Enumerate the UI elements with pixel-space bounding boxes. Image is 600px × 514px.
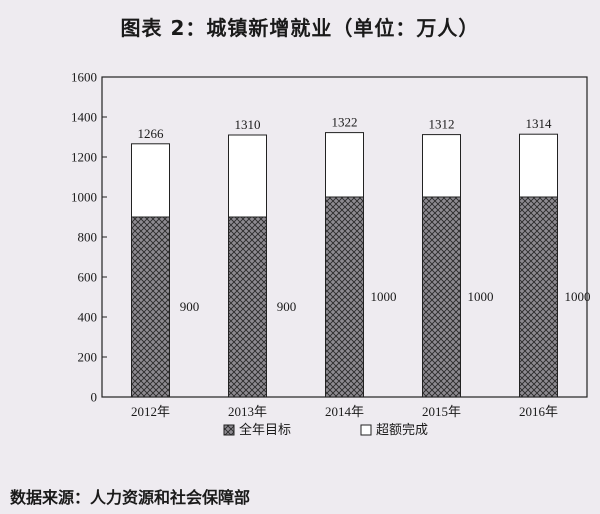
x-tick-label: 2015年	[422, 404, 461, 419]
bar-completed	[131, 143, 170, 218]
x-tick-label: 2012年	[131, 404, 170, 419]
total-label: 1312	[429, 117, 455, 132]
data-source: 数据来源：人力资源和社会保障部	[10, 488, 251, 507]
bar-completed	[228, 134, 267, 218]
bars: 1266 900 1310 900 1322 1000 1312 1000 1314 1000	[131, 115, 591, 398]
bar-target	[422, 196, 461, 398]
y-tick-label: 600	[78, 270, 98, 285]
bar-target	[325, 196, 364, 398]
x-tick-label: 2013年	[228, 404, 267, 419]
y-tick-label: 200	[78, 350, 98, 365]
target-label: 1000	[371, 289, 397, 304]
target-label: 900	[277, 299, 297, 314]
target-label: 1000	[468, 289, 494, 304]
total-label: 1310	[235, 117, 261, 132]
legend-label-target: 全年目标	[239, 422, 291, 438]
bar-target	[131, 216, 170, 398]
y-tick-label: 1600	[71, 70, 97, 85]
y-tick-label: 1400	[71, 110, 97, 125]
y-tick-label: 800	[78, 230, 98, 245]
x-tick-label: 2014年	[325, 404, 364, 419]
chart-title: 图表 2：城镇新增就业（单位：万人）	[120, 16, 480, 40]
bar-chart: 0 200 400 600 800 1000 1200 1400 1600 1266 900 131…	[71, 70, 591, 439]
total-label: 1266	[138, 126, 165, 141]
bar-completed	[422, 134, 461, 198]
y-tick-label: 1200	[71, 150, 97, 165]
x-tick-label: 2016年	[519, 404, 558, 419]
legend-swatch-target	[223, 424, 235, 436]
y-axis: 0 200 400 600 800 1000 1200 1400 1600	[71, 70, 107, 405]
y-tick-label: 400	[78, 310, 98, 325]
y-tick-label: 0	[91, 390, 98, 405]
legend: 全年目标 超额完成	[223, 422, 428, 438]
total-label: 1314	[526, 116, 553, 131]
bar-completed	[325, 132, 364, 198]
x-axis: 2012年 2013年 2014年 2015年 2016年	[131, 404, 558, 419]
y-tick-label: 1000	[71, 190, 97, 205]
target-label: 1000	[565, 289, 591, 304]
target-label: 900	[180, 299, 200, 314]
bar-target	[519, 196, 558, 398]
legend-swatch-completed	[360, 424, 372, 436]
bar-completed	[519, 133, 558, 198]
legend-label-completed: 超额完成	[376, 423, 428, 438]
bar-target	[228, 216, 267, 398]
total-label: 1322	[332, 115, 358, 130]
